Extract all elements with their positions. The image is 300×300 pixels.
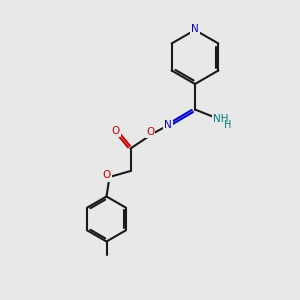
Text: N: N	[191, 23, 199, 34]
Text: NH: NH	[213, 113, 229, 124]
Text: N: N	[164, 119, 172, 130]
Text: O: O	[111, 125, 120, 136]
Text: O: O	[102, 170, 111, 181]
Text: O: O	[146, 127, 154, 137]
Text: H: H	[224, 120, 232, 130]
